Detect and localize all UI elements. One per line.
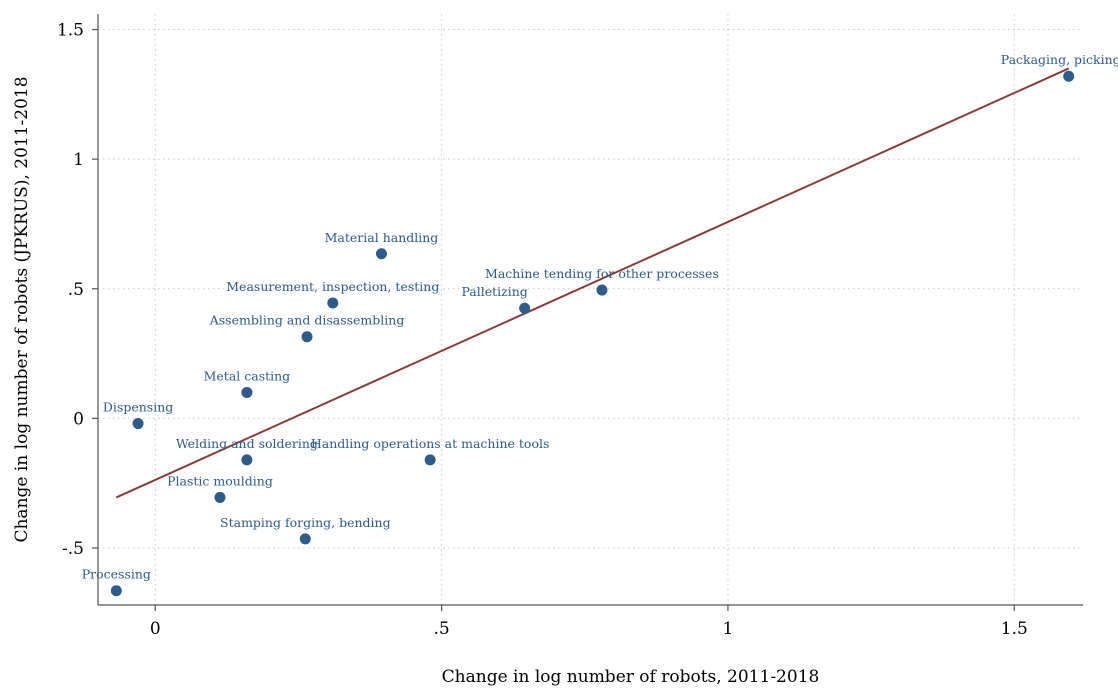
data-point bbox=[241, 386, 253, 398]
y-tick-label: 1 bbox=[73, 150, 84, 170]
point-label: Handling operations at machine tools bbox=[311, 436, 549, 451]
data-point bbox=[327, 297, 339, 309]
data-point bbox=[241, 454, 253, 466]
data-point bbox=[301, 331, 313, 343]
y-tick-label: .5 bbox=[68, 280, 84, 300]
grid-lines bbox=[98, 14, 1083, 605]
data-point bbox=[424, 454, 436, 466]
fit-line-layer bbox=[115, 67, 1070, 499]
point-label: Welding and soldering bbox=[176, 436, 318, 451]
y-tick-label: 1.5 bbox=[57, 21, 84, 41]
x-axis-title: Change in log number of robots, 2011-201… bbox=[442, 667, 820, 687]
data-point bbox=[375, 248, 387, 260]
data-point bbox=[519, 302, 531, 314]
point-label: Packaging, picking, p bbox=[1001, 52, 1118, 67]
data-point bbox=[299, 533, 311, 545]
y-tick-label: 0 bbox=[73, 409, 84, 429]
points-layer: Packaging, picking, p Material handling Ma… bbox=[82, 52, 1118, 597]
y-axis-title: Change in log number of robots (JPKRUS),… bbox=[12, 76, 32, 542]
data-point bbox=[1063, 70, 1075, 82]
axes: 0 .5 1 1.5 -.5 0 .5 1 1.5 bbox=[57, 14, 1083, 639]
point-label: Material handling bbox=[325, 230, 439, 245]
x-tick-label: .5 bbox=[433, 619, 449, 639]
fit-line bbox=[115, 67, 1070, 499]
x-tick-label: 1 bbox=[723, 619, 734, 639]
point-label: Machine tending for other processes bbox=[485, 266, 719, 281]
data-point bbox=[110, 585, 122, 597]
point-label: Palletizing bbox=[461, 284, 527, 299]
x-tick-label: 0 bbox=[150, 619, 161, 639]
point-label: Assembling and disassembling bbox=[209, 313, 405, 328]
data-point bbox=[132, 418, 144, 430]
point-label: Measurement, inspection, testing bbox=[226, 279, 439, 294]
point-label: Dispensing bbox=[103, 400, 173, 415]
x-tick-label: 1.5 bbox=[1001, 619, 1028, 639]
y-tick-label: -.5 bbox=[62, 539, 84, 559]
point-label: Processing bbox=[82, 567, 151, 582]
data-point bbox=[596, 284, 608, 296]
point-label: Stamping forging, bending bbox=[220, 515, 391, 530]
data-point bbox=[214, 491, 226, 503]
point-label: Plastic moulding bbox=[167, 473, 273, 488]
point-label: Metal casting bbox=[204, 368, 291, 383]
